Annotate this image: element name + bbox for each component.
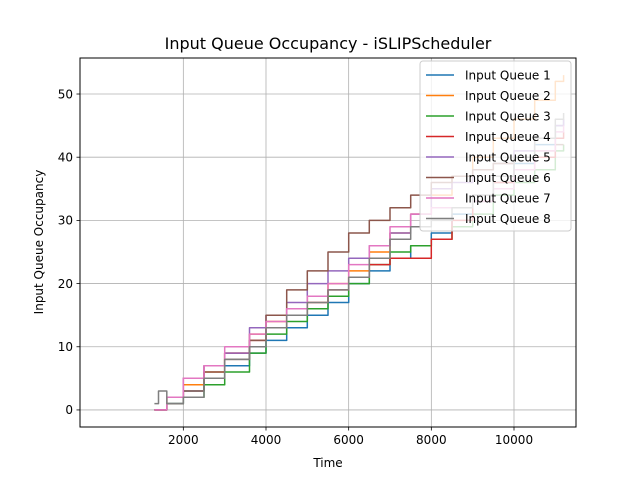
legend-entry-queue-6: Input Queue 6 <box>465 171 551 185</box>
x-tick-label: 6000 <box>333 433 364 447</box>
legend-entry-queue-1: Input Queue 1 <box>465 68 551 82</box>
y-tick-label: 20 <box>58 277 73 291</box>
y-axis-label: Input Queue Occupancy <box>32 170 46 315</box>
y-tick-label: 50 <box>58 87 73 101</box>
y-tick-label: 40 <box>58 151 73 165</box>
y-tick-label: 10 <box>58 340 73 354</box>
legend-box <box>419 60 572 232</box>
x-tick-label: 10000 <box>495 433 533 447</box>
legend-entry-queue-5: Input Queue 5 <box>465 150 551 164</box>
plot-frame <box>79 57 577 428</box>
y-tick-label: 0 <box>65 403 73 417</box>
x-axis-label: Time <box>312 456 342 470</box>
legend: Input Queue 1 Input Queue 2 Input Queue 3 I… <box>419 60 572 232</box>
x-tick-label: 2000 <box>168 433 199 447</box>
y-tick-label: 30 <box>58 214 73 228</box>
chart-title: Input Queue Occupancy - iSLIPScheduler <box>165 34 492 53</box>
x-tick-label: 4000 <box>251 433 282 447</box>
legend-entry-queue-2: Input Queue 2 <box>465 89 551 103</box>
ticks: 2000 4000 6000 8000 10000 0 10 20 30 40 50 <box>58 87 533 447</box>
legend-entry-queue-7: Input Queue 7 <box>465 191 551 205</box>
legend-entry-queue-4: Input Queue 4 <box>465 130 551 144</box>
x-tick-label: 8000 <box>416 433 447 447</box>
legend-entry-queue-8: Input Queue 8 <box>465 212 551 226</box>
legend-entry-queue-3: Input Queue 3 <box>465 109 551 123</box>
